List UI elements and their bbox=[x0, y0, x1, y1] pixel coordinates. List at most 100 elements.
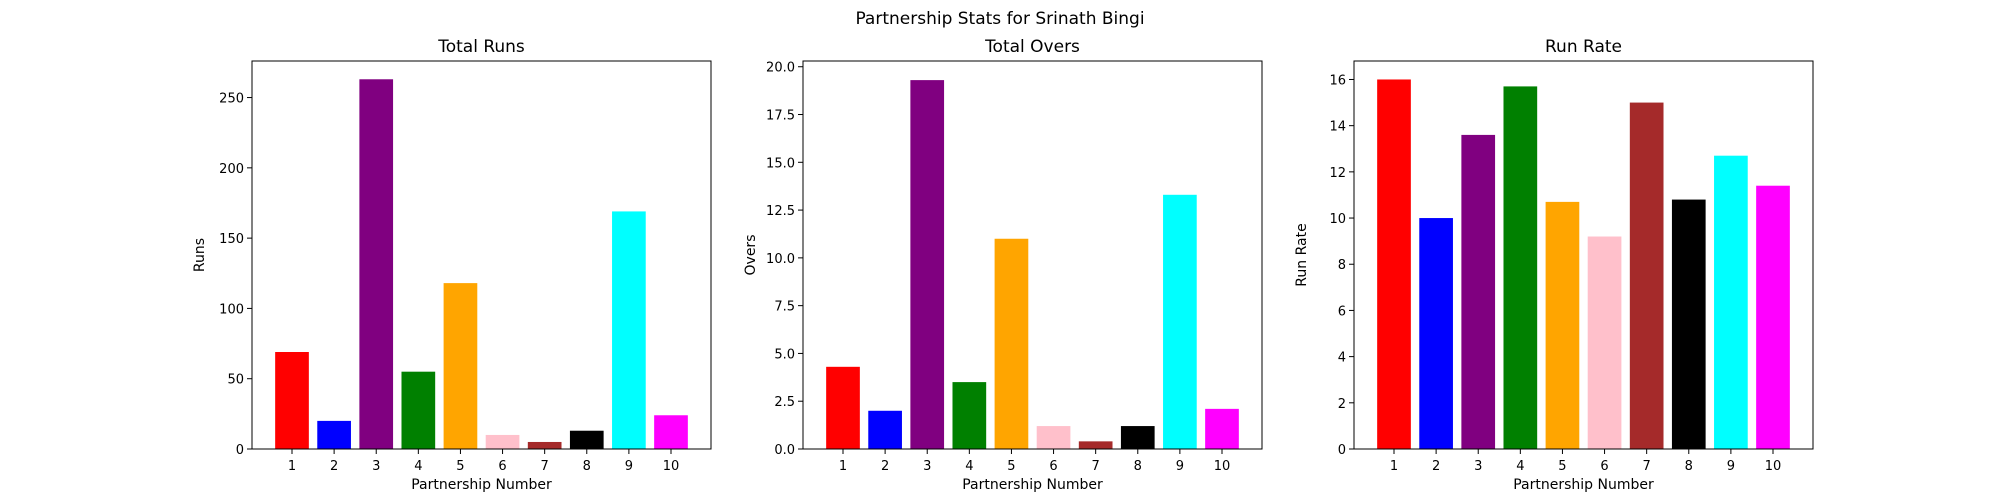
axes-frame bbox=[802, 60, 1263, 450]
x-tick-label: 8 bbox=[1134, 459, 1142, 474]
bar-2 bbox=[1419, 218, 1453, 449]
chart-title: Run Rate bbox=[1545, 37, 1622, 57]
y-tick-label: 4 bbox=[1338, 351, 1346, 366]
y-tick-label: 200 bbox=[219, 162, 244, 177]
bar-1 bbox=[826, 366, 860, 449]
x-tick-label: 1 bbox=[1390, 459, 1398, 474]
x-tick-label: 2 bbox=[881, 459, 889, 474]
bar-5 bbox=[1545, 201, 1580, 449]
y-tick-label: 16 bbox=[1329, 73, 1346, 88]
y-tick-label: 150 bbox=[219, 232, 244, 247]
bar-9 bbox=[1714, 155, 1748, 449]
x-axis-label: Partnership Number bbox=[962, 477, 1103, 493]
chart-title: Total Runs bbox=[437, 37, 525, 57]
y-tick-label: 10 bbox=[1329, 212, 1346, 227]
x-tick-label: 1 bbox=[288, 459, 296, 474]
x-tick-label: 9 bbox=[625, 459, 633, 474]
y-tick-label: 10.0 bbox=[766, 252, 795, 267]
x-tick-label: 8 bbox=[1685, 459, 1693, 474]
y-tick-label: 250 bbox=[219, 92, 244, 107]
y-tick-label: 8 bbox=[1338, 258, 1346, 273]
y-tick-label: 2 bbox=[1338, 397, 1346, 412]
x-tick-label: 8 bbox=[583, 459, 591, 474]
x-tick-label: 3 bbox=[1474, 459, 1482, 474]
bar-8 bbox=[1120, 426, 1155, 449]
x-axis-label: Partnership Number bbox=[411, 477, 552, 493]
bar-4 bbox=[1503, 86, 1538, 450]
bar-4 bbox=[952, 382, 987, 449]
x-tick-label: 3 bbox=[372, 459, 380, 474]
y-tick-label: 12.5 bbox=[766, 204, 795, 219]
figure-suptitle: Partnership Stats for Srinath Bingi bbox=[855, 9, 1144, 29]
y-tick-label: 7.5 bbox=[774, 300, 795, 315]
x-tick-label: 5 bbox=[1007, 459, 1015, 474]
bar-7 bbox=[1078, 441, 1113, 449]
bar-10 bbox=[1756, 185, 1790, 449]
x-tick-label: 10 bbox=[1765, 459, 1782, 474]
x-tick-label: 6 bbox=[498, 459, 506, 474]
x-tick-label: 2 bbox=[330, 459, 338, 474]
y-tick-label: 50 bbox=[227, 373, 244, 388]
x-tick-label: 10 bbox=[1214, 459, 1231, 474]
x-axis-label: Partnership Number bbox=[1513, 477, 1654, 493]
bar-10 bbox=[1205, 408, 1239, 449]
bar-3 bbox=[910, 80, 945, 449]
y-tick-label: 0.0 bbox=[774, 443, 795, 458]
x-tick-label: 4 bbox=[1516, 459, 1524, 474]
x-tick-label: 5 bbox=[456, 459, 464, 474]
y-tick-label: 100 bbox=[219, 302, 244, 317]
bar-1 bbox=[275, 352, 309, 449]
x-tick-label: 7 bbox=[541, 459, 549, 474]
y-axis-label: Overs bbox=[743, 235, 759, 276]
axes-frame bbox=[1353, 60, 1814, 450]
y-tick-label: 0 bbox=[1338, 443, 1346, 458]
y-tick-label: 14 bbox=[1329, 120, 1346, 135]
y-tick-label: 5.0 bbox=[774, 347, 795, 362]
axes-frame bbox=[251, 60, 712, 450]
x-tick-label: 10 bbox=[663, 459, 680, 474]
bar-9 bbox=[1163, 194, 1197, 449]
y-tick-label: 15.0 bbox=[766, 156, 795, 171]
bar-5 bbox=[994, 238, 1029, 449]
bar-9 bbox=[612, 211, 646, 449]
bar-3 bbox=[1461, 134, 1496, 449]
bar-2 bbox=[317, 420, 351, 449]
x-tick-label: 6 bbox=[1049, 459, 1057, 474]
bar-4 bbox=[401, 371, 436, 449]
bar-8 bbox=[1671, 199, 1706, 449]
x-tick-label: 6 bbox=[1600, 459, 1608, 474]
bar-2 bbox=[868, 410, 902, 449]
bar-8 bbox=[569, 430, 604, 449]
x-tick-label: 7 bbox=[1092, 459, 1100, 474]
x-tick-label: 3 bbox=[923, 459, 931, 474]
x-tick-label: 4 bbox=[965, 459, 973, 474]
bar-3 bbox=[359, 79, 394, 449]
chart-title: Total Overs bbox=[984, 37, 1080, 57]
bar-6 bbox=[1036, 426, 1071, 449]
y-tick-label: 2.5 bbox=[774, 395, 795, 410]
x-tick-label: 7 bbox=[1643, 459, 1651, 474]
y-axis-label: Runs bbox=[192, 238, 208, 272]
y-tick-label: 20.0 bbox=[766, 61, 795, 76]
y-tick-label: 6 bbox=[1338, 304, 1346, 319]
bar-7 bbox=[527, 441, 562, 449]
y-tick-label: 12 bbox=[1329, 166, 1346, 181]
bar-7 bbox=[1629, 102, 1664, 450]
x-tick-label: 9 bbox=[1176, 459, 1184, 474]
y-tick-label: 17.5 bbox=[766, 109, 795, 124]
x-tick-label: 9 bbox=[1727, 459, 1735, 474]
x-tick-label: 4 bbox=[414, 459, 422, 474]
bar-1 bbox=[1377, 79, 1411, 449]
bar-6 bbox=[485, 434, 520, 449]
x-tick-label: 1 bbox=[839, 459, 847, 474]
chart-panel-2: 1 2 3 4 5 6 7 8 9 10 0.0 2.5 5.0 7.5 10.0 12.5 15.0 17.5 2… bbox=[743, 37, 1263, 493]
x-tick-label: 5 bbox=[1558, 459, 1566, 474]
bar-5 bbox=[443, 283, 478, 449]
bar-6 bbox=[1587, 236, 1622, 449]
x-tick-label: 2 bbox=[1432, 459, 1440, 474]
bar-10 bbox=[654, 415, 688, 449]
